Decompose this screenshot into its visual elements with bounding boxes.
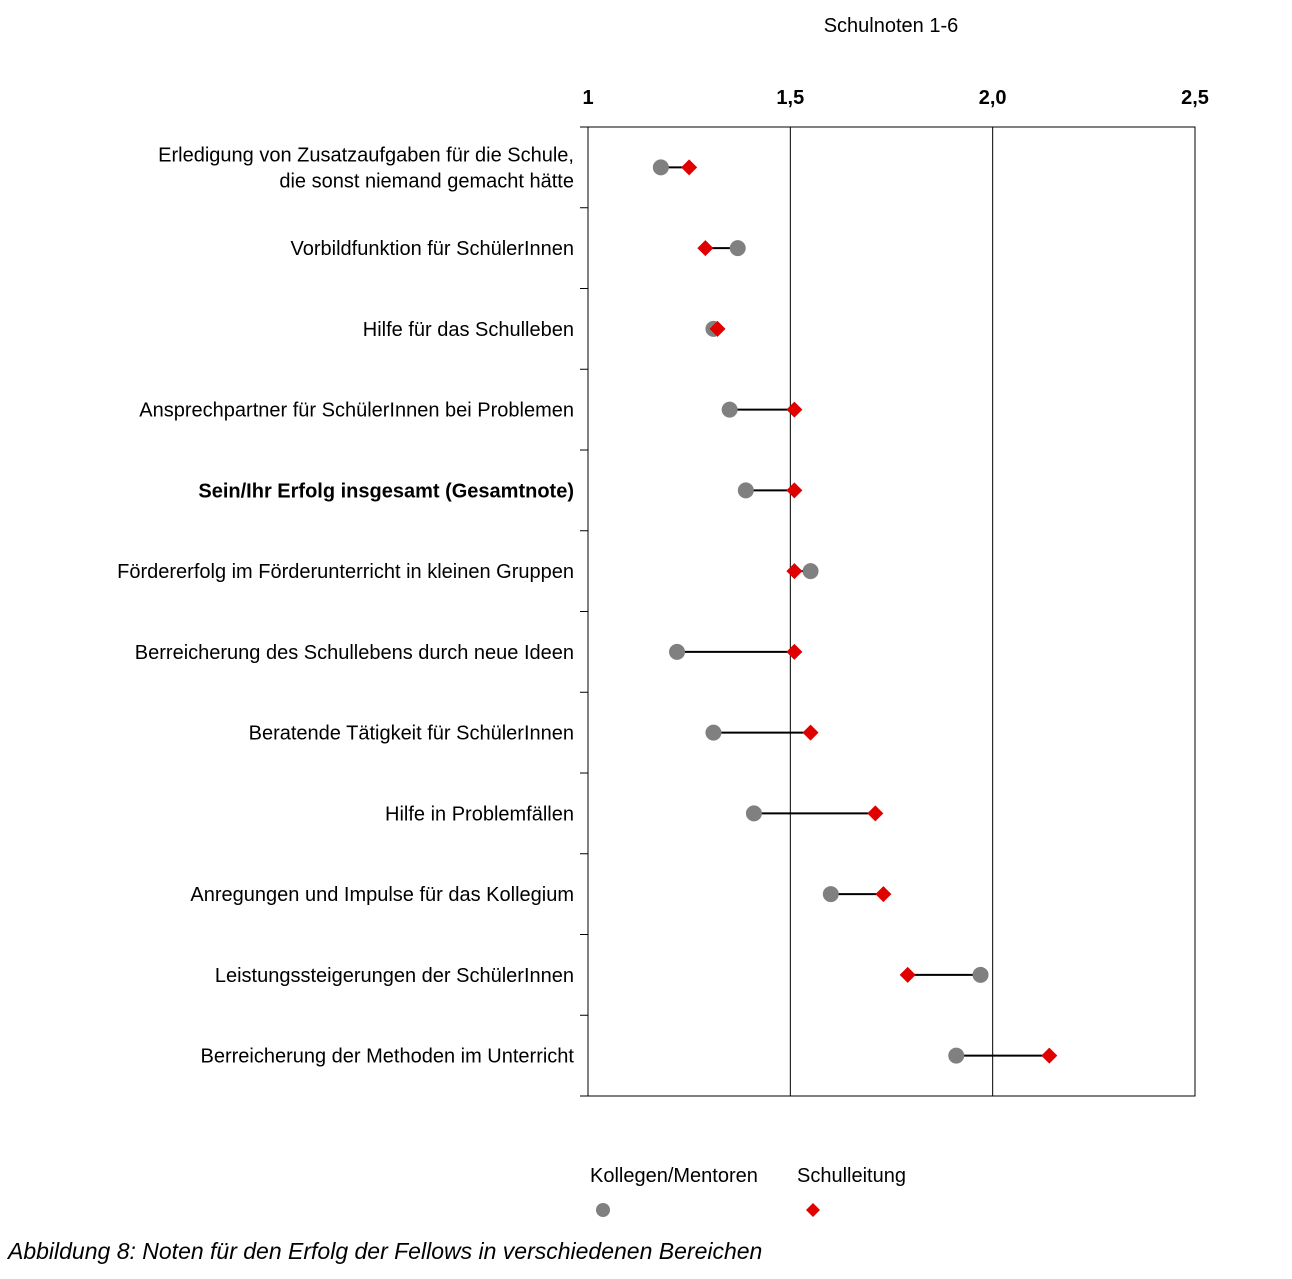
- category-label: Beratende Tätigkeit für SchülerInnen: [249, 723, 574, 745]
- chart-title: Schulnoten 1-6: [824, 15, 959, 37]
- category-label: Ansprechpartner für SchülerInnen bei Pro…: [139, 400, 574, 422]
- category-label: Hilfe in Problemfällen: [385, 803, 574, 825]
- x-tick-label: 2,5: [1181, 87, 1209, 109]
- point-schulleitung: [786, 401, 803, 418]
- point-schulleitung: [802, 724, 819, 741]
- category-label: Fördererfolg im Förderunterricht in klei…: [117, 561, 574, 583]
- figure-caption: Abbildung 8: Noten für den Erfolg der Fe…: [8, 1238, 763, 1264]
- category-label: Berreicherung des Schullebens durch neue…: [135, 642, 574, 664]
- plot-frame: [587, 126, 1196, 1097]
- point-kollegen-mentoren: [721, 401, 738, 418]
- point-kollegen-mentoren: [737, 482, 754, 499]
- point-schulleitung: [709, 320, 726, 337]
- point-kollegen-mentoren: [822, 886, 839, 903]
- category-label: Hilfe für das Schulleben: [363, 319, 574, 341]
- point-kollegen-mentoren: [972, 966, 989, 983]
- category-label: Vorbildfunktion für SchülerInnen: [290, 238, 574, 260]
- legend-label-kollegen-mentoren: Kollegen/Mentoren: [590, 1165, 758, 1187]
- legend-marker-circle: [596, 1203, 610, 1217]
- category-label: die sonst niemand gemacht hätte: [279, 170, 574, 192]
- legend-marker-diamond: [806, 1203, 820, 1217]
- legend-label-schulleitung: Schulleitung: [797, 1165, 906, 1187]
- point-schulleitung: [697, 240, 714, 257]
- point-schulleitung: [786, 482, 803, 499]
- point-schulleitung: [786, 643, 803, 660]
- point-schulleitung: [899, 966, 916, 983]
- category-label: Leistungssteigerungen der SchülerInnen: [215, 965, 574, 987]
- point-kollegen-mentoren: [802, 563, 819, 580]
- category-label: Berreicherung der Methoden im Unterricht: [200, 1046, 574, 1068]
- point-kollegen-mentoren: [652, 159, 669, 176]
- category-label: Erledigung von Zusatzaufgaben für die Sc…: [158, 144, 574, 166]
- x-tick-label: 1,5: [776, 87, 804, 109]
- point-kollegen-mentoren: [948, 1047, 965, 1064]
- point-schulleitung: [1041, 1047, 1058, 1064]
- x-tick-label: 1: [582, 87, 593, 109]
- category-label: Sein/Ihr Erfolg insgesamt (Gesamtnote): [198, 480, 574, 502]
- point-kollegen-mentoren: [729, 240, 746, 257]
- point-kollegen-mentoren: [669, 643, 686, 660]
- point-schulleitung: [867, 805, 884, 822]
- point-schulleitung: [786, 563, 803, 580]
- point-kollegen-mentoren: [705, 724, 722, 741]
- point-schulleitung: [681, 159, 698, 176]
- category-label: Anregungen und Impulse für das Kollegium: [190, 884, 574, 906]
- point-schulleitung: [875, 886, 892, 903]
- point-kollegen-mentoren: [745, 805, 762, 822]
- x-tick-label: 2,0: [979, 87, 1007, 109]
